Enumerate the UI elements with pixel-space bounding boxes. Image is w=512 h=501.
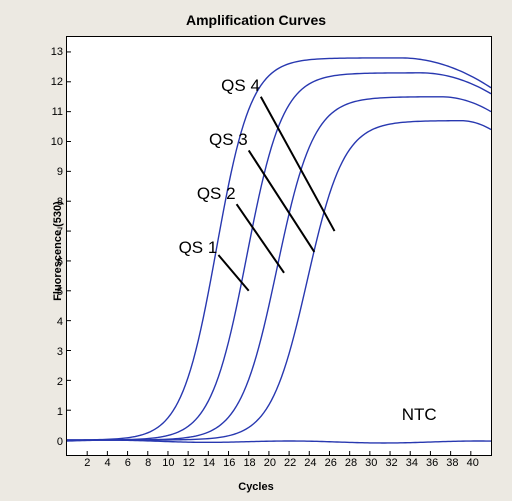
x-tick-label: 18	[243, 455, 255, 469]
x-tick-label: 10	[162, 455, 174, 469]
curves-svg	[67, 37, 491, 455]
y-tick-label: 13	[33, 46, 67, 58]
y-tick-label: 8	[33, 196, 67, 208]
x-tick-label: 36	[426, 455, 438, 469]
x-axis-label: Cycles	[6, 481, 506, 493]
y-tick-label: 11	[33, 106, 67, 118]
annotation-ntc: NTC	[402, 405, 437, 425]
y-tick-label: 10	[33, 136, 67, 148]
x-tick-label: 24	[304, 455, 316, 469]
annotation-qs1: QS 1	[179, 238, 218, 258]
plot-area: 2468101214161820222426283032343638400123…	[66, 36, 492, 456]
y-tick-label: 3	[33, 346, 67, 358]
leader-line	[218, 255, 248, 291]
x-tick-label: 20	[264, 455, 276, 469]
y-tick-label: 7	[33, 226, 67, 238]
y-tick-label: 9	[33, 166, 67, 178]
x-tick-label: 6	[125, 455, 131, 469]
annotation-qs3: QS 3	[209, 130, 248, 150]
y-tick-label: 12	[33, 76, 67, 88]
y-tick-label: 5	[33, 286, 67, 298]
curve-QS3	[67, 97, 491, 440]
chart-title: Amplification Curves	[6, 12, 506, 28]
annotation-qs4: QS 4	[221, 76, 260, 96]
x-tick-label: 32	[385, 455, 397, 469]
x-tick-label: 40	[467, 455, 479, 469]
y-tick-label: 2	[33, 376, 67, 388]
x-tick-label: 8	[145, 455, 151, 469]
y-tick-label: 0	[33, 436, 67, 448]
y-tick-label: 6	[33, 256, 67, 268]
chart-frame: Amplification Curves Fluorescence (530) …	[6, 6, 506, 495]
x-tick-label: 4	[105, 455, 111, 469]
x-tick-label: 16	[223, 455, 235, 469]
x-tick-label: 26	[325, 455, 337, 469]
y-tick-label: 4	[33, 316, 67, 328]
leader-line	[261, 97, 335, 231]
x-tick-label: 28	[345, 455, 357, 469]
x-tick-label: 30	[365, 455, 377, 469]
y-tick-label: 1	[33, 406, 67, 418]
annotation-qs2: QS 2	[197, 184, 236, 204]
x-tick-label: 38	[446, 455, 458, 469]
x-tick-label: 22	[284, 455, 296, 469]
leader-line	[237, 204, 284, 273]
curve-QS4	[67, 121, 491, 440]
curve-NTC	[67, 440, 491, 443]
x-tick-label: 2	[84, 455, 90, 469]
x-tick-label: 12	[183, 455, 195, 469]
x-tick-label: 14	[203, 455, 215, 469]
x-tick-label: 34	[406, 455, 418, 469]
